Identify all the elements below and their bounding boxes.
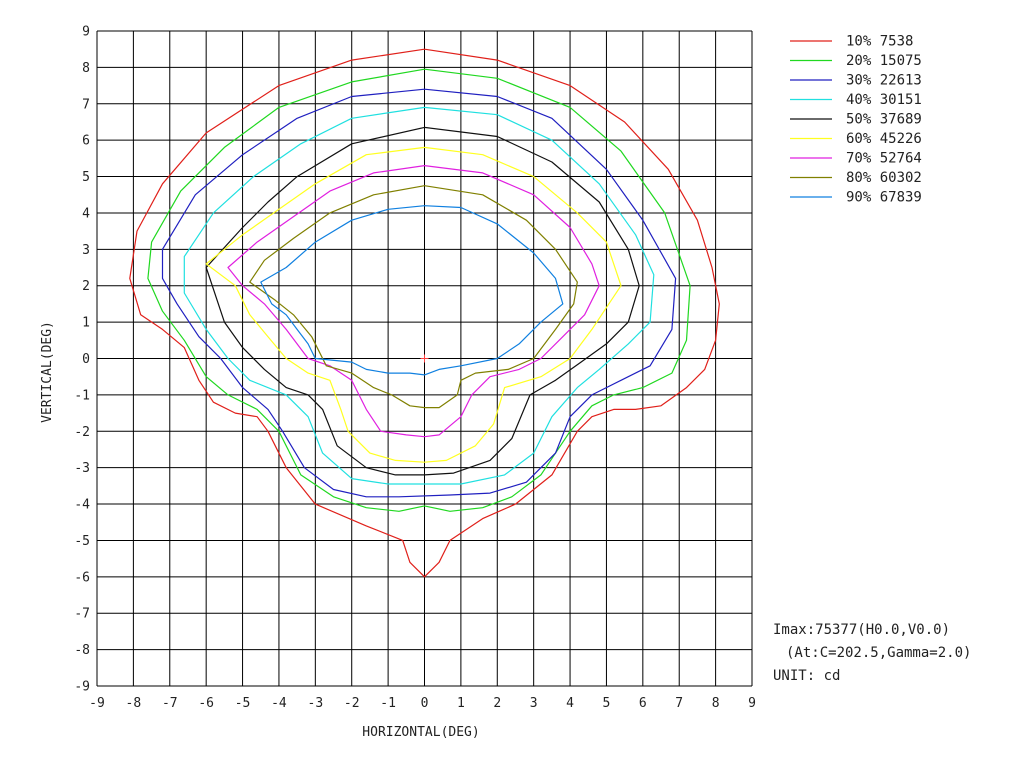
contour-line — [260, 205, 564, 376]
legend-label: 20% 15075 — [846, 53, 922, 69]
y-tick-label: -1 — [74, 388, 90, 403]
y-tick-label: 6 — [82, 134, 90, 149]
y-tick-label: 9 — [82, 25, 90, 40]
y-tick-label: 0 — [82, 352, 90, 367]
y-tick-label: 4 — [82, 206, 90, 221]
y-tick-label: 3 — [82, 243, 90, 258]
y-tick-label: -9 — [74, 680, 90, 695]
y-axis-title: VERTICAL(DEG) — [40, 321, 55, 423]
y-tick-label: -5 — [74, 534, 90, 549]
legend-label: 90% 67839 — [846, 190, 922, 206]
unit-label: UNIT: cd — [773, 668, 840, 684]
contour-line — [147, 68, 691, 512]
legend-label: 80% 60302 — [846, 170, 922, 186]
legend-label: 70% 52764 — [846, 151, 922, 167]
y-tick-label: -8 — [74, 643, 90, 658]
measurement-conditions: (At:C=202.5,Gamma=2.0) — [786, 645, 971, 661]
x-tick-label: -2 — [344, 696, 360, 711]
legend-label: 40% 30151 — [846, 92, 922, 108]
x-tick-label: 4 — [566, 696, 574, 711]
x-tick-label: -3 — [308, 696, 324, 711]
x-tick-label: -7 — [162, 696, 178, 711]
legend-label: 10% 7538 — [846, 34, 913, 50]
x-tick-label: 7 — [675, 696, 683, 711]
x-tick-label: -8 — [126, 696, 142, 711]
x-tick-label: 3 — [530, 696, 538, 711]
y-tick-label: 5 — [82, 170, 90, 185]
x-tick-label: -6 — [198, 696, 214, 711]
y-tick-label: 7 — [82, 97, 90, 112]
contour-line — [227, 165, 600, 438]
contour-line — [129, 48, 720, 578]
legend: 10% 7538 20% 15075 30% 22613 40% 30151 50% 3… — [790, 34, 922, 206]
x-tick-labels: -9 -8 -7 -6 -5 -4 -3 -2 -1 0 1 2 3 4 5 6 7 8 9 — [89, 696, 756, 711]
contour-line — [205, 126, 640, 476]
contour-line — [183, 106, 655, 485]
contour-line — [249, 185, 578, 409]
y-tick-labels: 9 8 7 6 5 4 3 2 1 0 -1 -2 -3 -4 -5 -6 -7 -8 -9 — [74, 25, 90, 695]
x-tick-label: 5 — [603, 696, 611, 711]
x-tick-label: -4 — [271, 696, 287, 711]
y-tick-label: 2 — [82, 279, 90, 294]
contour-line — [205, 146, 622, 463]
center-marker — [420, 354, 429, 363]
x-tick-label: 2 — [493, 696, 501, 711]
x-tick-label: 8 — [712, 696, 720, 711]
y-tick-label: -6 — [74, 570, 90, 585]
y-tick-label: -2 — [74, 425, 90, 440]
x-tick-label: 9 — [748, 696, 756, 711]
y-tick-label: -7 — [74, 607, 90, 622]
x-tick-label: -5 — [235, 696, 251, 711]
y-tick-label: -3 — [74, 461, 90, 476]
imax-readout: Imax:75377(H0.0,V0.0) — [773, 622, 950, 638]
x-axis-title: HORIZONTAL(DEG) — [362, 725, 479, 740]
y-tick-label: 8 — [82, 61, 90, 76]
x-tick-label: -1 — [380, 696, 396, 711]
legend-label: 50% 37689 — [846, 112, 922, 128]
contour-line — [161, 88, 677, 498]
y-tick-label: -4 — [74, 498, 90, 513]
x-tick-label: -9 — [89, 696, 105, 711]
x-tick-label: 6 — [639, 696, 647, 711]
legend-label: 60% 45226 — [846, 131, 922, 147]
x-tick-label: 1 — [457, 696, 465, 711]
y-tick-label: 1 — [82, 316, 90, 331]
legend-label: 30% 22613 — [846, 73, 922, 89]
contour-lines — [129, 48, 720, 578]
x-tick-label: 0 — [421, 696, 429, 711]
